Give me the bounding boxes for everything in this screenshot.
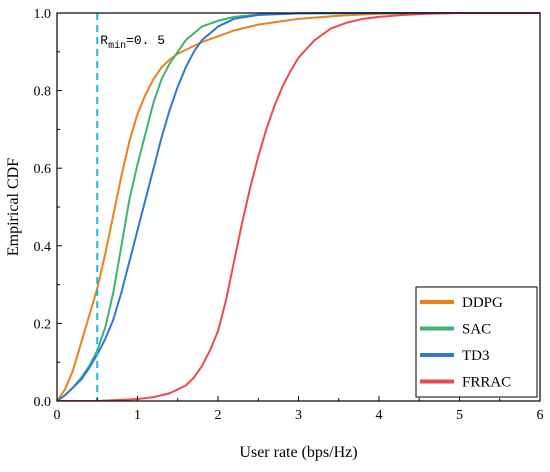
legend: DDPG SAC TD3 FRRAC <box>415 286 538 398</box>
y-axis-title: Empirical CDF <box>5 158 22 256</box>
x-tick-label: 0 <box>54 408 61 423</box>
threshold-label-value: =0. 5 <box>126 33 165 48</box>
series-line-ddpg <box>57 12 540 401</box>
x-tick-label: 6 <box>537 408 544 423</box>
y-tick-label: 0.2 <box>34 317 52 332</box>
y-tick-label: 1.0 <box>34 7 52 22</box>
threshold-label-main: R <box>100 33 108 48</box>
x-tick-label: 5 <box>456 408 463 423</box>
x-tick-label: 2 <box>215 408 222 423</box>
x-tick-label: 4 <box>376 408 383 423</box>
legend-label-td3: TD3 <box>462 348 490 364</box>
y-tick-label: 0.6 <box>34 162 52 177</box>
x-tick-label: 3 <box>295 408 302 423</box>
x-axis-title: User rate (bps/Hz) <box>239 444 357 461</box>
legend-label-ddpg: DDPG <box>462 295 503 311</box>
y-tick-label: 0.0 <box>34 395 52 410</box>
series-line-frrac <box>57 12 540 401</box>
series-line-sac <box>57 12 540 401</box>
y-tick-label: 0.4 <box>34 240 52 255</box>
series-line-td3 <box>57 12 540 401</box>
axis-layer: 0 1 2 3 4 5 6 0.0 0.2 0.4 0.6 0.8 1.0 <box>34 7 544 423</box>
series-layer <box>57 12 540 401</box>
legend-label-sac: SAC <box>462 322 491 338</box>
y-tick-label: 0.8 <box>34 85 52 100</box>
legend-label-frrac: FRRAC <box>462 375 511 391</box>
threshold-label-sub: min <box>108 40 126 52</box>
x-tick-label: 1 <box>134 408 141 423</box>
annotation-layer: Rmin=0. 5 <box>96 13 165 401</box>
legend-box <box>415 286 538 398</box>
threshold-label: Rmin=0. 5 <box>100 33 165 52</box>
